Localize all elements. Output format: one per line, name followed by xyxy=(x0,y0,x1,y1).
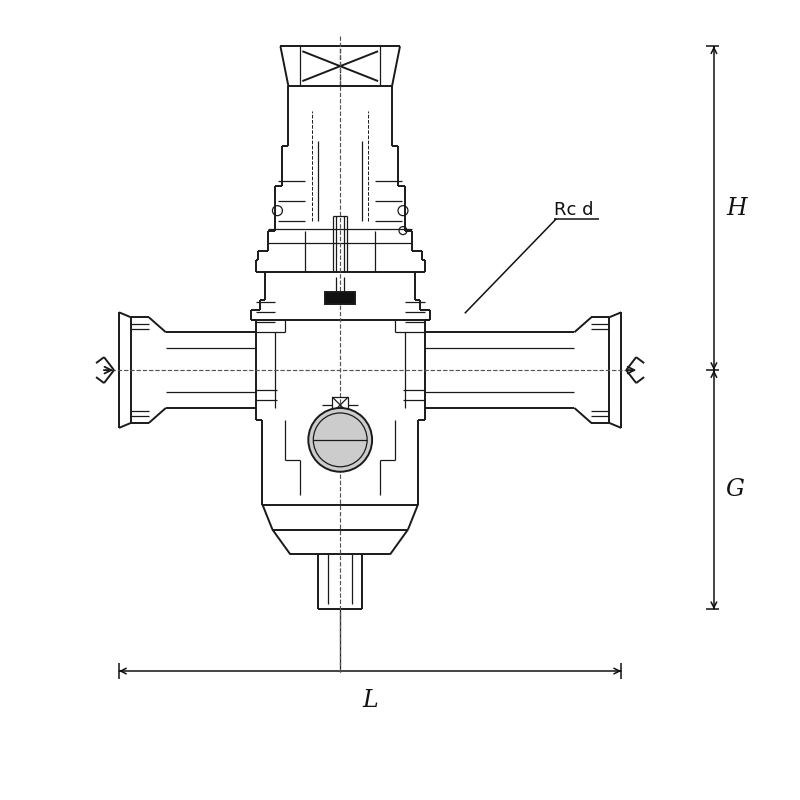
Bar xyxy=(332,397,348,413)
Text: G: G xyxy=(726,478,745,501)
Circle shape xyxy=(308,408,372,472)
Text: Rc d: Rc d xyxy=(554,201,594,218)
Text: H: H xyxy=(726,197,746,220)
Bar xyxy=(326,292,355,304)
Text: L: L xyxy=(362,689,378,712)
